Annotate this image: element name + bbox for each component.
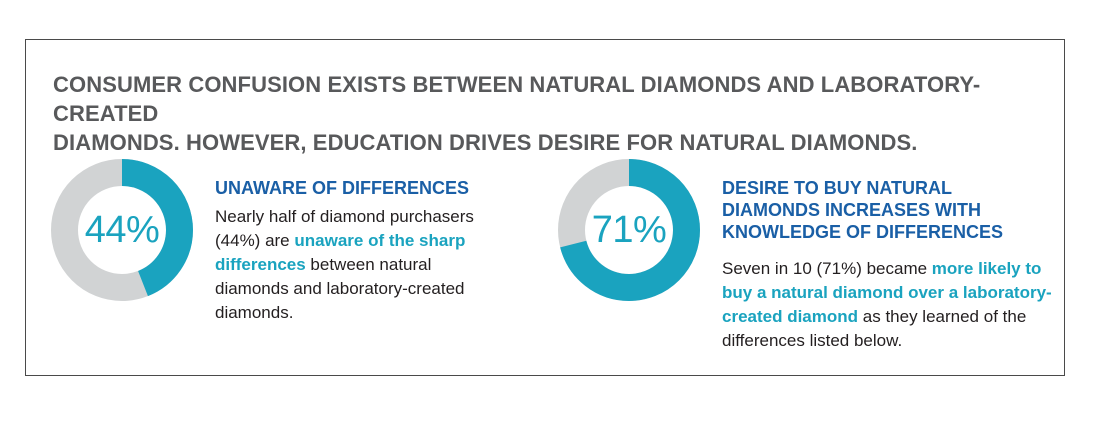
headline: CONSUMER CONFUSION EXISTS BETWEEN NATURA… xyxy=(53,70,1063,157)
unaware-body: Nearly half of diamond purchasers (44%) … xyxy=(215,205,490,325)
desire-body-text-2: as they learned of the differences liste… xyxy=(722,307,1027,350)
donut-value-arc xyxy=(558,159,700,301)
donut-value-arc xyxy=(51,159,193,301)
desire-title-line-3: KNOWLEDGE OF DIFFERENCES xyxy=(722,222,1004,242)
desire-title: DESIRE TO BUY NATURAL DIAMONDS INCREASES… xyxy=(722,177,1042,243)
desire-title-line-2: DIAMONDS INCREASES WITH xyxy=(722,200,982,220)
desire-title-line-1: DESIRE TO BUY NATURAL xyxy=(722,178,953,198)
donut-percent-label: 71% xyxy=(591,208,667,251)
donut-chart-desire: 71% xyxy=(556,157,702,303)
unaware-body-text-2: between natural diamonds and laboratory-… xyxy=(215,255,465,322)
desire-body: Seven in 10 (71%) became more likely to … xyxy=(722,257,1052,353)
headline-line-2: DIAMONDS. HOWEVER, EDUCATION DRIVES DESI… xyxy=(53,130,918,155)
desire-body-text-1: Seven in 10 (71%) became xyxy=(722,259,932,278)
donut-chart-unaware: 44% xyxy=(49,157,195,303)
headline-line-1: CONSUMER CONFUSION EXISTS BETWEEN NATURA… xyxy=(53,72,981,126)
unaware-title: UNAWARE OF DIFFERENCES xyxy=(215,178,470,198)
donut-percent-label: 44% xyxy=(84,208,160,251)
desire-body-highlight: more likely to buy a natural diamond ove… xyxy=(722,259,1052,326)
infographic-frame xyxy=(25,39,1065,376)
unaware-body-highlight: unaware of the sharp differences xyxy=(215,231,466,274)
unaware-body-text-1: Nearly half of diamond purchasers (44%) … xyxy=(215,207,474,250)
